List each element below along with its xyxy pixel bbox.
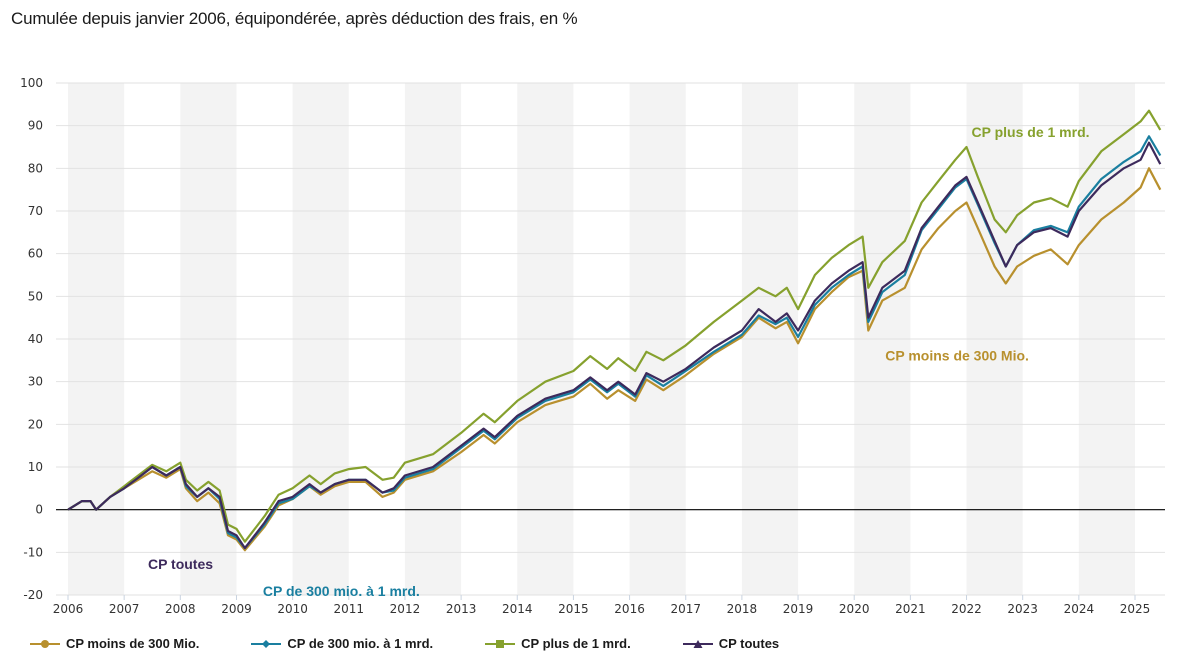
x-tick-label: 2018: [727, 602, 758, 616]
annotation-label: CP toutes: [148, 556, 213, 572]
legend-circle-marker-icon: [30, 639, 60, 648]
chart-title: Cumulée depuis janvier 2006, équipondéré…: [11, 9, 578, 28]
gridlines: [56, 82, 1165, 596]
series-line-cp-toutes: [67, 141, 1162, 550]
legend-item-plus-1mrd[interactable]: CP plus de 1 mrd.: [485, 636, 631, 651]
legend: CP moins de 300 Mio. CP de 300 mio. à 1 …: [30, 636, 831, 651]
x-axis: 2006 2007 2008 2009 2010 2011 2012 2013 2014 2015…: [53, 595, 1151, 616]
legend-item-moins-300[interactable]: CP moins de 300 Mio.: [30, 636, 199, 651]
x-tick-label: 2019: [783, 602, 814, 616]
legend-label: CP moins de 300 Mio.: [66, 636, 200, 651]
y-axis: -20 -10 0 10 20 30 40 50 60 70 80 90 100: [20, 76, 43, 602]
x-tick-label: 2011: [334, 602, 365, 616]
x-tick-label: 2016: [614, 602, 645, 616]
legend-item-toutes[interactable]: CP toutes: [682, 636, 780, 651]
x-tick-label: 2014: [502, 602, 533, 616]
x-tick-label: 2015: [558, 602, 589, 616]
x-tick-label: 2008: [165, 602, 196, 616]
annotation-label: CP de 300 mio. à 1 mrd.: [263, 583, 420, 599]
x-tick-label: 2013: [446, 602, 477, 616]
y-tick-label: -20: [23, 588, 43, 602]
y-tick-label: 90: [28, 119, 43, 133]
legend-square-marker-icon: [485, 639, 516, 648]
y-tick-label: 50: [28, 289, 43, 303]
y-tick-label: 30: [28, 375, 43, 389]
annotation-label: CP plus de 1 mrd.: [972, 124, 1090, 140]
y-tick-label: 60: [28, 247, 43, 261]
y-tick-label: 20: [28, 417, 43, 431]
legend-item-300-1mrd[interactable]: CP de 300 mio. à 1 mrd.: [251, 636, 433, 651]
x-tick-label: 2021: [895, 602, 926, 616]
legend-triangle-marker-icon: [682, 639, 713, 648]
legend-label: CP de 300 mio. à 1 mrd.: [287, 636, 434, 651]
annotations: CP plus de 1 mrd. CP moins de 300 Mio. CP …: [148, 124, 1090, 599]
x-tick-label: 2025: [1120, 602, 1151, 616]
legend-label: CP toutes: [718, 636, 780, 651]
y-tick-label: 10: [28, 460, 43, 474]
legend-label: CP plus de 1 mrd.: [521, 636, 631, 651]
x-tick-label: 2007: [109, 602, 140, 616]
x-tick-label: 2020: [839, 602, 870, 616]
y-tick-label: 0: [35, 503, 43, 517]
y-tick-label: 100: [20, 76, 43, 90]
x-tick-label: 2017: [670, 602, 701, 616]
x-tick-label: 2009: [221, 602, 252, 616]
y-tick-label: 70: [28, 204, 43, 218]
x-tick-label: 2010: [277, 602, 308, 616]
y-tick-label: -10: [23, 545, 43, 559]
legend-diamond-marker-icon: [251, 639, 282, 648]
y-tick-label: 80: [28, 161, 43, 175]
x-tick-label: 2023: [1007, 602, 1038, 616]
annotation-label: CP moins de 300 Mio.: [885, 347, 1029, 363]
x-tick-label: 2012: [390, 602, 421, 616]
x-tick-label: 2006: [53, 602, 84, 616]
series-lines: [67, 109, 1162, 552]
y-tick-label: 40: [28, 332, 43, 346]
series-line-cp-plus-de-1-mrd-: [67, 109, 1162, 543]
series-line-cp-moins-de-300-mio-: [67, 167, 1162, 552]
x-tick-label: 2024: [1064, 602, 1095, 616]
x-tick-label: 2022: [951, 602, 982, 616]
